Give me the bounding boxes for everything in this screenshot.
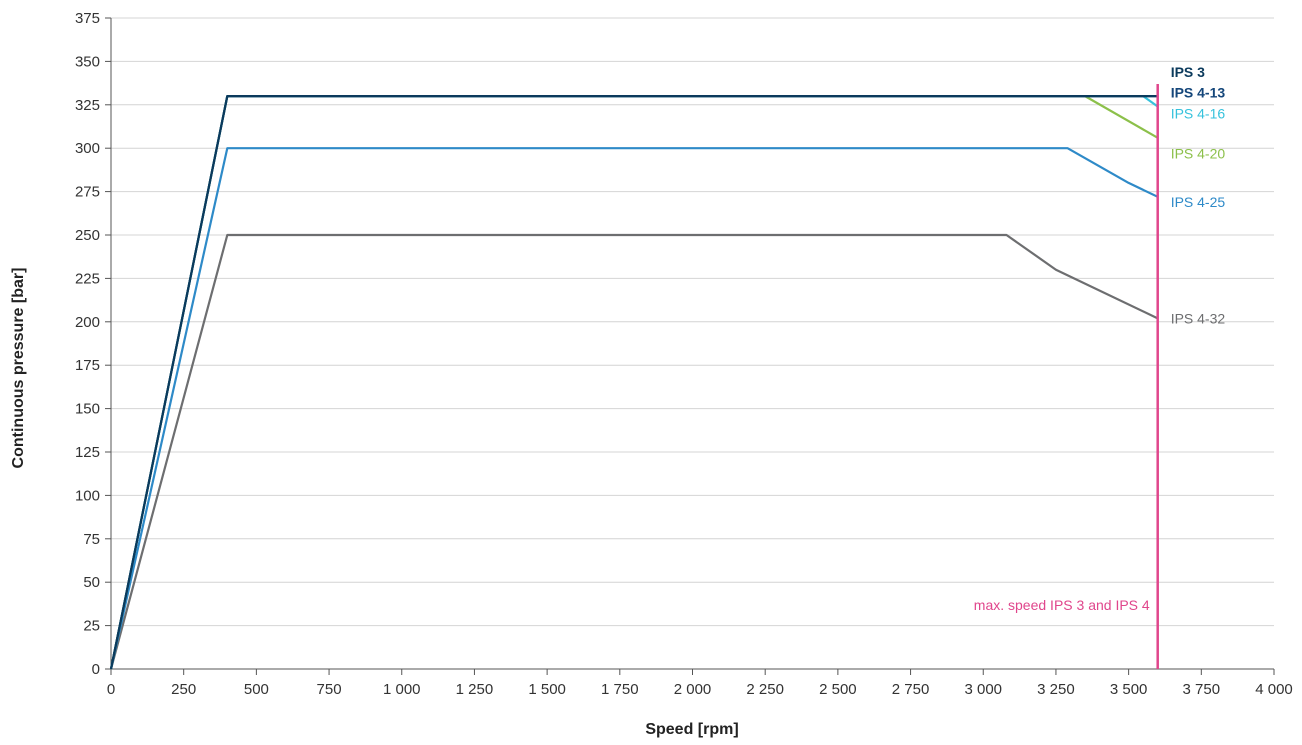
x-axis-title: Speed [rpm] — [645, 721, 738, 738]
series-label: IPS 4-13 — [1171, 85, 1226, 101]
y-tick-label: 250 — [75, 227, 100, 244]
tick-labels: 0 25 50 75 100 125 150 175 200 225 250 275 300 325 350… — [75, 10, 1293, 698]
x-tick-label: 0 — [107, 681, 115, 698]
y-tick-label: 75 — [83, 531, 100, 548]
y-tick-label: 125 — [75, 444, 100, 461]
x-tick-label: 1 500 — [528, 681, 566, 698]
series-label: IPS 4-32 — [1171, 310, 1226, 326]
y-tick-label: 200 — [75, 314, 100, 331]
x-tick-label: 500 — [244, 681, 269, 698]
y-tick-label: 225 — [75, 270, 100, 287]
y-tick-label: 275 — [75, 184, 100, 201]
max-speed-label: max. speed IPS 3 and IPS 4 — [974, 597, 1150, 613]
series-line-ips-4-16 — [109, 95, 1159, 670]
x-tick-label: 3 500 — [1110, 681, 1148, 698]
y-tick-label: 25 — [83, 618, 100, 635]
y-tick-label: 150 — [75, 401, 100, 418]
x-tick-label: 2 750 — [892, 681, 930, 698]
x-tick-label: 3 000 — [964, 681, 1002, 698]
grid — [111, 17, 1274, 627]
y-tick-label: 0 — [92, 661, 100, 678]
series-line-ips-4-13 — [109, 95, 1158, 670]
x-tick-label: 2 250 — [746, 681, 784, 698]
y-tick-label: 375 — [75, 10, 100, 27]
y-axis-title: Continuous pressure [bar] — [10, 268, 27, 469]
x-tick-label: 3 250 — [1037, 681, 1075, 698]
series-line-ips-3 — [109, 95, 1158, 670]
x-tick-label: 1 750 — [601, 681, 639, 698]
x-tick-label: 2 000 — [674, 681, 712, 698]
series-lines — [109, 95, 1159, 670]
series-label: IPS 4-25 — [1171, 194, 1226, 210]
y-tick-label: 100 — [75, 487, 100, 504]
y-tick-label: 175 — [75, 357, 100, 374]
x-tick-label: 750 — [317, 681, 342, 698]
series-label: IPS 4-16 — [1171, 105, 1226, 121]
x-tick-label: 2 500 — [819, 681, 857, 698]
series-label: IPS 4-20 — [1171, 145, 1226, 161]
x-tick-label: 1 250 — [456, 681, 494, 698]
series-line-ips-4-32 — [109, 233, 1159, 670]
y-tick-label: 350 — [75, 53, 100, 70]
y-tick-label: 325 — [75, 97, 100, 114]
series-label: IPS 3 — [1171, 64, 1205, 80]
y-tick-label: 300 — [75, 140, 100, 157]
series-line-ips-4-25 — [109, 147, 1159, 670]
series-labels: IPS 3 IPS 4-13 IPS 4-16 IPS 4-20 IPS 4-25 IPS… — [1171, 64, 1226, 327]
max-speed-marker: max. speed IPS 3 and IPS 4 — [974, 83, 1159, 669]
x-tick-label: 250 — [171, 681, 196, 698]
x-tick-label: 1 000 — [383, 681, 421, 698]
x-tick-label: 4 000 — [1255, 681, 1293, 698]
series-line-ips-4-20 — [109, 95, 1159, 670]
x-tick-label: 3 750 — [1183, 681, 1221, 698]
y-tick-label: 50 — [83, 574, 100, 591]
axes — [105, 17, 1275, 675]
